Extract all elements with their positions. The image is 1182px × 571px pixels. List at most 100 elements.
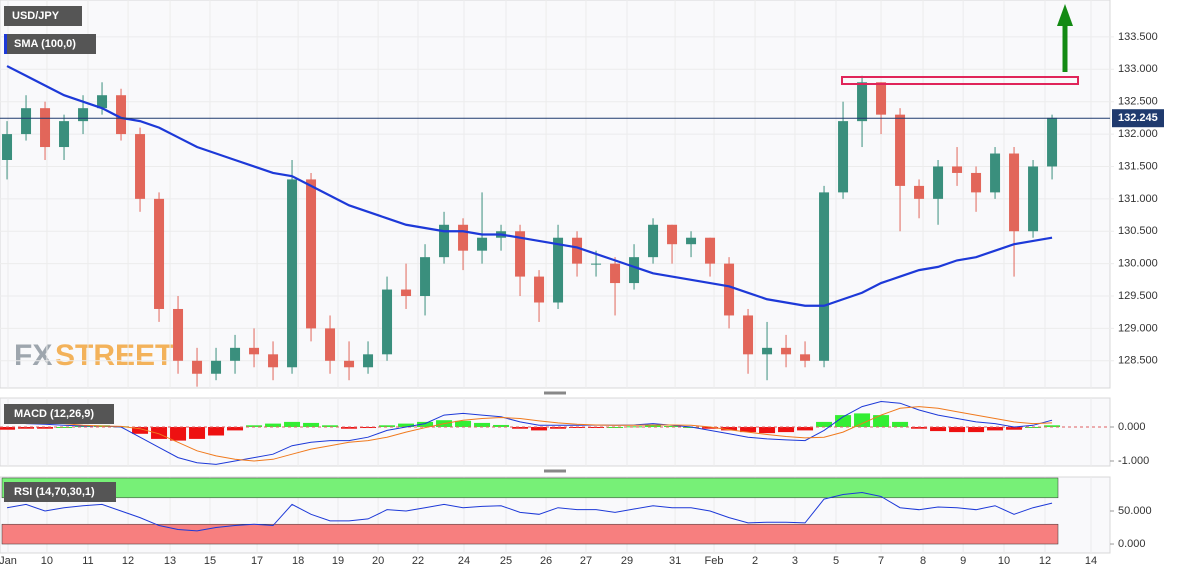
- candle-body: [249, 347, 260, 355]
- histogram-bar: [303, 422, 320, 428]
- candle-body: [933, 166, 944, 199]
- y-tick-label: 132.000: [1118, 128, 1158, 140]
- candle-body: [990, 153, 1001, 193]
- y-tick-label: 130.500: [1118, 225, 1158, 237]
- histogram-bar: [132, 427, 149, 434]
- candle-body: [591, 263, 602, 265]
- candle-body: [876, 82, 887, 115]
- candle-body: [857, 82, 868, 122]
- x-tick-label: 3: [792, 555, 798, 567]
- histogram-bar: [531, 427, 548, 431]
- histogram-bar: [740, 427, 757, 433]
- histogram-bar: [873, 415, 890, 428]
- histogram-bar: [18, 427, 35, 429]
- macd-line: [7, 406, 1053, 462]
- y-tick-label: 130.000: [1118, 258, 1158, 270]
- histogram-bar: [208, 427, 225, 436]
- candle-body: [971, 172, 982, 193]
- y-tick-label: -1.000: [1118, 455, 1149, 467]
- candle-body: [553, 237, 564, 303]
- oversold-zone: [1, 523, 1059, 545]
- candle-body: [838, 121, 849, 193]
- histogram-bar: [398, 423, 415, 428]
- candle-body: [116, 95, 127, 135]
- x-tick-label: 15: [204, 555, 216, 567]
- candle-body: [458, 224, 469, 251]
- overbought-zone: [1, 477, 1059, 499]
- rsi-line: [6, 492, 1053, 532]
- candle-body: [572, 237, 583, 264]
- candle-body: [1028, 166, 1039, 232]
- histogram-bar: [645, 425, 662, 428]
- x-tick-label: 14: [1085, 555, 1097, 567]
- candle-body: [667, 224, 678, 245]
- y-tick-label: 129.000: [1118, 322, 1158, 334]
- histogram-bar: [721, 427, 738, 431]
- watermark: FX STREET: [14, 339, 173, 372]
- histogram-bar: [246, 425, 263, 428]
- x-tick-label: 31: [669, 555, 681, 567]
- candle-body: [477, 237, 488, 251]
- y-tick-label: 50.000: [1118, 505, 1152, 517]
- y-tick-label: 131.500: [1118, 160, 1158, 172]
- candle-body: [192, 360, 203, 374]
- histogram-bar: [322, 425, 339, 428]
- candle-body: [1009, 153, 1020, 232]
- sma-key: [4, 34, 7, 54]
- candle-body: [287, 179, 298, 368]
- resistance-box: [841, 76, 1079, 85]
- x-tick-label: 18: [292, 555, 304, 567]
- histogram-bar: [759, 427, 776, 434]
- x-tick-label: 7: [878, 555, 884, 567]
- candle-body: [534, 276, 545, 303]
- candle-body: [686, 237, 697, 245]
- candle-body: [762, 347, 773, 355]
- candle-body: [382, 289, 393, 355]
- price-panel: [0, 0, 1111, 389]
- histogram-bar: [892, 421, 909, 428]
- histogram-bar: [626, 426, 643, 428]
- histogram-bar: [265, 423, 282, 428]
- candle-body: [1047, 117, 1058, 167]
- x-tick-label: 26: [540, 555, 552, 567]
- y-tick-label: 132.500: [1118, 96, 1158, 108]
- histogram-bar: [1006, 427, 1023, 430]
- x-tick-label: 19: [332, 555, 344, 567]
- candle-body: [895, 114, 906, 186]
- macd-box: [4, 404, 114, 424]
- histogram-bar: [835, 415, 852, 428]
- candle-body: [325, 328, 336, 361]
- histogram-bar: [987, 427, 1004, 431]
- candle-body: [819, 192, 830, 361]
- rsi-box: [4, 482, 116, 502]
- x-tick-label: 12: [122, 555, 134, 567]
- histogram-bar: [949, 427, 966, 433]
- histogram-bar: [417, 421, 434, 428]
- candle-body: [230, 347, 241, 361]
- candle-body: [439, 224, 450, 258]
- histogram-bar: [816, 421, 833, 428]
- histogram-bar: [379, 425, 396, 428]
- histogram-bar: [360, 427, 377, 429]
- x-tick-label: 5: [833, 555, 839, 567]
- candle-body: [306, 179, 317, 329]
- watermark-street: STREET: [55, 339, 173, 372]
- histogram-bar: [37, 427, 54, 429]
- x-tick-label: 17: [251, 555, 263, 567]
- histogram-bar: [341, 427, 358, 429]
- histogram-bar: [170, 427, 187, 441]
- chart-title: USD/JPY: [12, 10, 60, 22]
- last-price-label: 132.245: [1118, 112, 1158, 124]
- candle-body: [21, 108, 32, 135]
- y-tick-label: 0.000: [1118, 421, 1146, 433]
- histogram-bar: [550, 427, 567, 429]
- candle-body: [629, 257, 640, 284]
- histogram-bar: [0, 427, 16, 430]
- histogram-bar: [151, 427, 168, 439]
- candle-body: [800, 354, 811, 361]
- histogram-bar: [1044, 425, 1061, 428]
- macd-label: MACD (12,26,9): [14, 408, 94, 420]
- x-tick-label: 27: [580, 555, 592, 567]
- candle-body: [135, 134, 146, 199]
- candle-body: [724, 263, 735, 316]
